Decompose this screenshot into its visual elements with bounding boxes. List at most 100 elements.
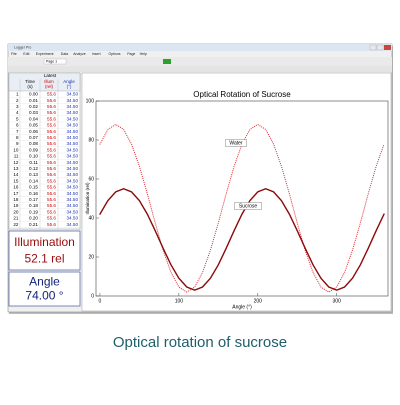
row-number: 20 bbox=[13, 209, 19, 214]
table-cell: 34.50 bbox=[67, 129, 79, 134]
table-cell: 55.6 bbox=[47, 123, 56, 128]
series-label: Water bbox=[229, 140, 242, 146]
menu-item[interactable]: Edit bbox=[23, 52, 29, 56]
y-tick-label: 80 bbox=[88, 137, 94, 143]
series-label-box bbox=[225, 139, 247, 147]
table-cell: 34.50 bbox=[67, 172, 79, 177]
menu-item[interactable]: Analyze bbox=[73, 52, 86, 56]
menu-item[interactable]: File bbox=[11, 52, 17, 56]
menu-item[interactable]: Options bbox=[109, 52, 121, 56]
caption: Optical rotation of sucrose bbox=[113, 334, 287, 351]
table-cell: 55.6 bbox=[47, 116, 56, 121]
row-number: 16 bbox=[13, 185, 19, 190]
table-cell: 34.50 bbox=[67, 185, 79, 190]
x-axis-label: Angle (°) bbox=[232, 304, 252, 310]
row-number: 21 bbox=[13, 216, 19, 221]
table-cell: 55.6 bbox=[47, 98, 56, 103]
series-line bbox=[99, 123, 385, 293]
x-tick-label: 200 bbox=[254, 298, 263, 304]
table-cell: 0.11 bbox=[29, 160, 38, 165]
table-cell: 0.13 bbox=[29, 172, 38, 177]
table-cell: 34.50 bbox=[67, 209, 79, 214]
table-cell: 55.6 bbox=[47, 216, 56, 221]
table-cell: 34.50 bbox=[67, 141, 79, 146]
table-cell: 34.50 bbox=[67, 203, 79, 208]
meter bbox=[8, 230, 81, 271]
tab-bar bbox=[8, 66, 392, 72]
table-header bbox=[8, 72, 81, 92]
table-cell: 55.6 bbox=[47, 197, 56, 202]
column-unit: (rel) bbox=[45, 84, 53, 89]
series-label-box bbox=[234, 202, 262, 210]
table-cell: 34.50 bbox=[67, 123, 79, 128]
table-cell: 34.50 bbox=[67, 166, 79, 171]
row-number: 7 bbox=[16, 129, 19, 134]
table-cell: 55.6 bbox=[47, 191, 56, 196]
meter-value: 52.1 rel bbox=[24, 251, 64, 265]
row-number: 8 bbox=[16, 135, 19, 140]
collect-button[interactable] bbox=[163, 59, 171, 64]
menu-item[interactable]: Experiment bbox=[36, 52, 54, 56]
x-tick-label: 300 bbox=[333, 298, 342, 304]
table-cell: 55.6 bbox=[47, 92, 56, 97]
table-cell: 34.50 bbox=[67, 191, 79, 196]
row-number: 17 bbox=[13, 191, 19, 196]
series-line bbox=[99, 187, 385, 291]
table-cell: 0.18 bbox=[29, 203, 38, 208]
table-cell: 0.21 bbox=[29, 222, 38, 227]
y-tick-label: 100 bbox=[86, 98, 95, 104]
menu-item[interactable]: Help bbox=[140, 52, 147, 56]
series-label: Sucrose bbox=[239, 203, 258, 209]
table-cell: 55.6 bbox=[47, 185, 56, 190]
y-tick-label: 60 bbox=[88, 176, 94, 182]
table-cell: 34.50 bbox=[67, 92, 79, 97]
menu-item[interactable]: Page bbox=[127, 52, 135, 56]
table-cell: 55.6 bbox=[47, 178, 56, 183]
table-cell: 55.6 bbox=[47, 141, 56, 146]
table-cell: 0.07 bbox=[29, 135, 38, 140]
table-cell: 0.04 bbox=[29, 116, 38, 121]
table-cell: 0.06 bbox=[29, 129, 38, 134]
row-number: 2 bbox=[16, 98, 19, 103]
row-number: 3 bbox=[16, 104, 19, 109]
row-number: 22 bbox=[13, 222, 19, 227]
minimize[interactable] bbox=[369, 44, 377, 51]
table-cell: 34.50 bbox=[67, 110, 79, 115]
row-number: 9 bbox=[16, 141, 19, 146]
table-cell: 55.6 bbox=[47, 135, 56, 140]
table-cell: 0.16 bbox=[29, 191, 38, 196]
window-title: Logger Pro bbox=[14, 46, 31, 50]
table-cell: 34.50 bbox=[67, 222, 79, 227]
menu-item[interactable]: Data bbox=[61, 52, 68, 56]
table-cell: 34.50 bbox=[67, 154, 79, 159]
table-cell: 34.50 bbox=[67, 178, 79, 183]
table-cell: 0.03 bbox=[29, 110, 38, 115]
table-cell: 0.05 bbox=[29, 123, 38, 128]
row-number: 10 bbox=[13, 147, 19, 152]
y-tick-label: 40 bbox=[88, 215, 94, 221]
meter-value: 74.00 ° bbox=[25, 289, 63, 303]
maximize[interactable] bbox=[376, 44, 384, 51]
table-cell: 0.09 bbox=[29, 147, 38, 152]
page-select[interactable] bbox=[43, 58, 67, 65]
table-cell: 55.6 bbox=[47, 172, 56, 177]
table-cell: 55.6 bbox=[47, 209, 56, 214]
table-cell: 55.6 bbox=[47, 110, 56, 115]
row-number: 15 bbox=[13, 178, 19, 183]
close[interactable] bbox=[384, 45, 391, 50]
menu-item[interactable]: Insert bbox=[92, 52, 101, 56]
table-cell: 55.6 bbox=[47, 154, 56, 159]
toolbar bbox=[8, 57, 392, 66]
table-cell: 0.20 bbox=[29, 216, 38, 221]
row-number: 1 bbox=[16, 92, 19, 97]
column-name: Angle bbox=[63, 79, 75, 84]
meter-label: Angle bbox=[29, 274, 60, 288]
column-name: Time bbox=[25, 79, 35, 84]
row-number: 12 bbox=[13, 160, 19, 165]
table-cell: 34.50 bbox=[67, 104, 79, 109]
table-cell: 0.15 bbox=[29, 185, 38, 190]
table-cell: 55.6 bbox=[47, 166, 56, 171]
table-cell: 0.12 bbox=[29, 166, 38, 171]
title-bar bbox=[8, 44, 392, 51]
